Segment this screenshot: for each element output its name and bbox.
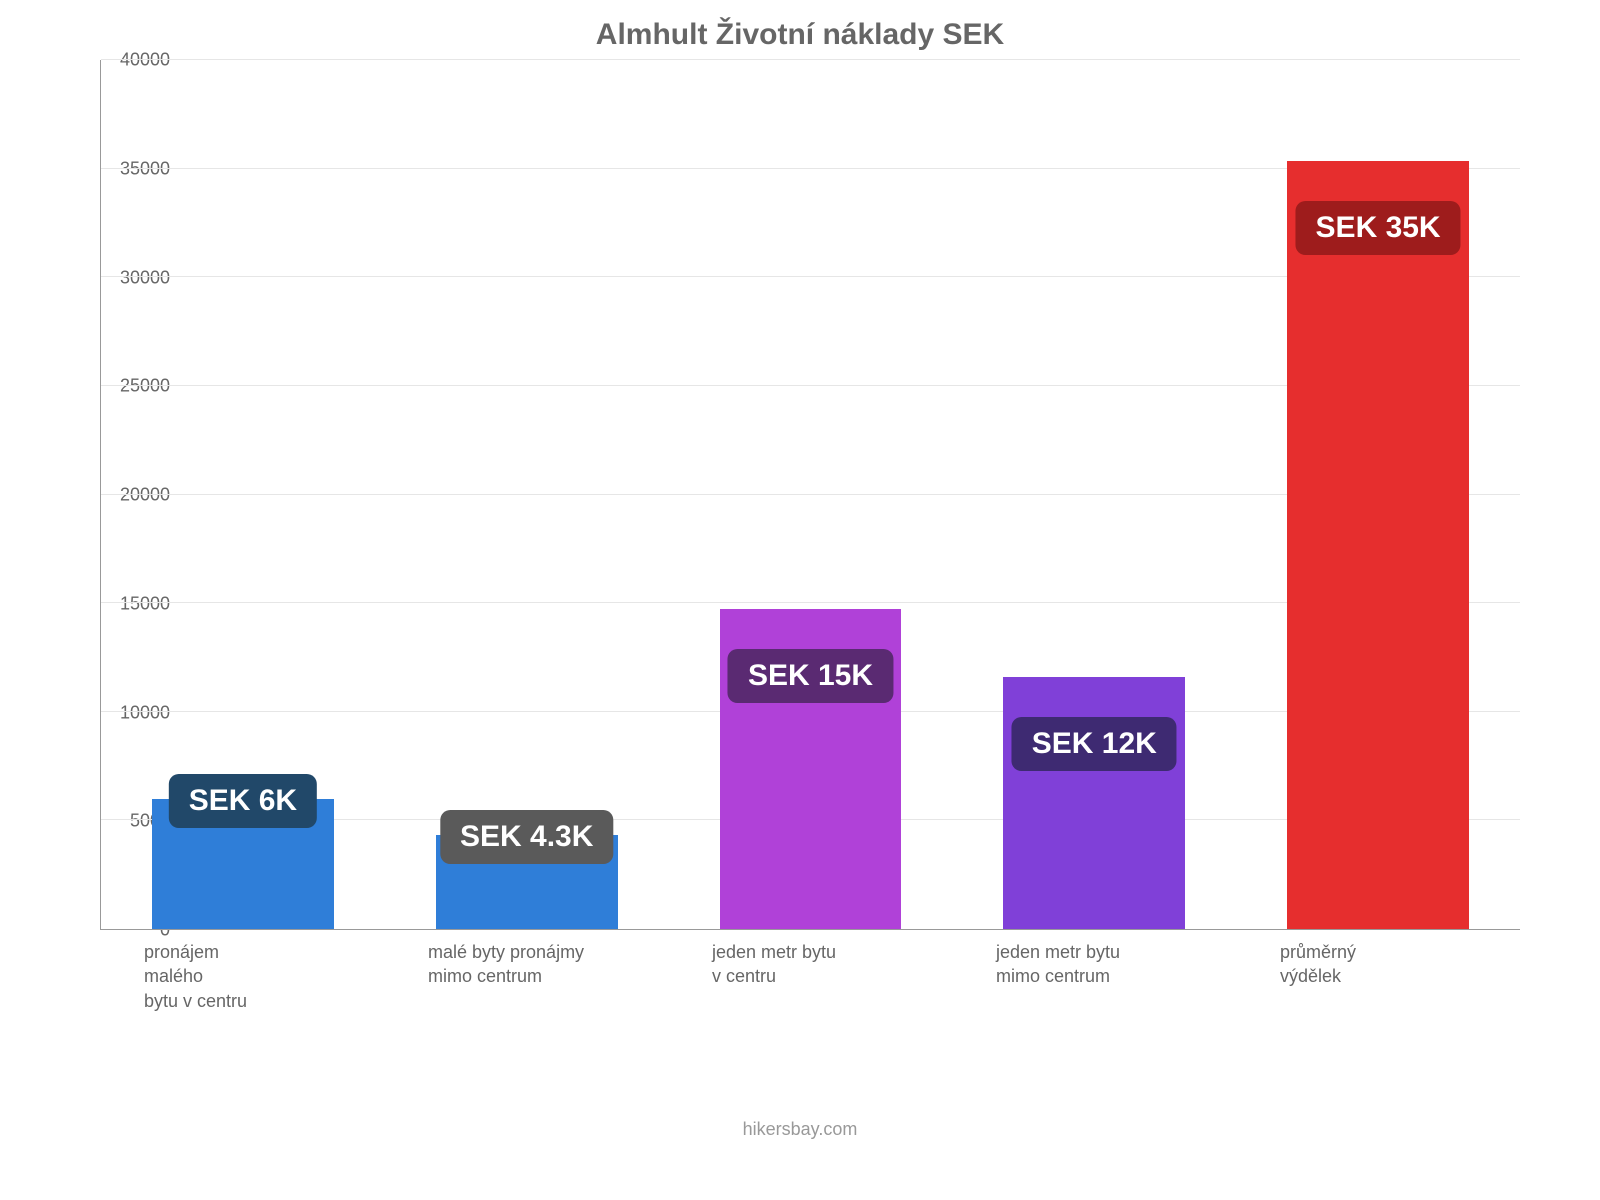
bar-rent-small-outside: SEK 4.3K: [436, 835, 618, 929]
bar-value-badge: SEK 35K: [1296, 201, 1461, 255]
x-label: průměrný výdělek: [1280, 940, 1500, 989]
attribution: hikersbay.com: [0, 1119, 1600, 1140]
x-label: jeden metr bytu v centru: [712, 940, 932, 989]
bar-rent-small-center: SEK 6K: [152, 799, 334, 930]
x-label: malé byty pronájmy mimo centrum: [428, 940, 648, 989]
x-label: pronájem malého bytu v centru: [144, 940, 364, 1013]
bar-average-salary: SEK 35K: [1287, 161, 1469, 929]
bar-value-badge: SEK 4.3K: [440, 810, 613, 864]
x-labels: pronájem malého bytu v centru malé byty …: [100, 940, 1520, 1013]
bar-value-badge: SEK 6K: [169, 774, 317, 828]
bar-value-badge: SEK 12K: [1012, 717, 1177, 771]
bar-slot: SEK 35K: [1236, 60, 1520, 929]
bar-slot: SEK 15K: [669, 60, 953, 929]
plot-area: SEK 6K SEK 4.3K SEK 15K SEK 12K: [100, 60, 1520, 930]
bar-slot: SEK 6K: [101, 60, 385, 929]
bars-container: SEK 6K SEK 4.3K SEK 15K SEK 12K: [101, 60, 1520, 929]
x-label: jeden metr bytu mimo centrum: [996, 940, 1216, 989]
chart-title: Almhult Životní náklady SEK: [0, 18, 1600, 52]
bar-sqm-outside: SEK 12K: [1003, 677, 1185, 929]
cost-of-living-chart: Almhult Životní náklady SEK 0 5000 10000…: [0, 0, 1600, 1200]
bar-slot: SEK 12K: [952, 60, 1236, 929]
bar-value-badge: SEK 15K: [728, 649, 893, 703]
bar-sqm-center: SEK 15K: [720, 609, 902, 929]
bar-slot: SEK 4.3K: [385, 60, 669, 929]
